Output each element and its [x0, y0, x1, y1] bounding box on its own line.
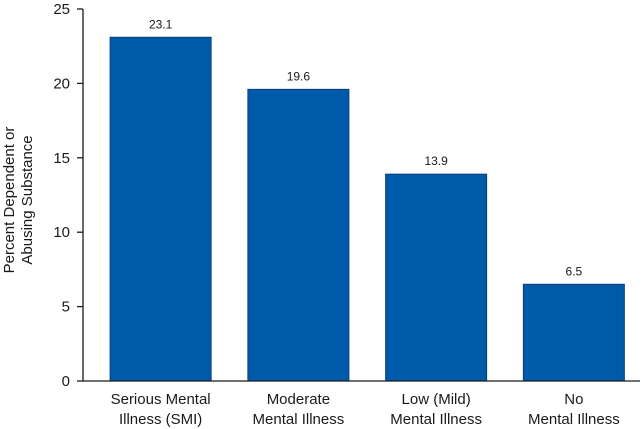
y-tick-label: 0	[62, 373, 70, 390]
y-axis-ticks: 0 5 10 15 20 25	[53, 1, 83, 390]
data-label: 13.9	[424, 154, 448, 168]
data-label: 23.1	[149, 17, 173, 31]
y-tick-label: 5	[62, 299, 70, 316]
data-label: 19.6	[287, 69, 311, 83]
y-axis-title: Percent Dependent or Abusing Substance	[1, 127, 36, 274]
bars	[109, 36, 625, 382]
category-label: Mental Illness	[390, 411, 482, 428]
category-label: Illness (SMI)	[119, 411, 202, 428]
y-tick-label: 20	[53, 75, 70, 92]
category-label: Mental Illness	[528, 411, 620, 428]
category-labels: Serious Mental Illness (SMI) Moderate Menta…	[111, 391, 620, 428]
category-label: Moderate	[267, 391, 330, 408]
category-label: Mental Illness	[253, 411, 345, 428]
data-labels: 23.1 19.6 13.9 6.5	[149, 17, 583, 278]
y-tick-label: 15	[53, 150, 70, 167]
y-tick-label: 25	[53, 1, 70, 18]
y-axis-title-line: Percent Dependent or	[1, 127, 18, 274]
bar	[109, 36, 212, 382]
y-tick-label: 10	[53, 224, 70, 241]
category-label: Serious Mental	[111, 391, 211, 408]
data-label: 6.5	[566, 264, 583, 278]
bar	[522, 283, 625, 382]
bar	[247, 88, 350, 382]
category-label: No	[564, 391, 583, 408]
bar	[385, 173, 488, 382]
y-axis-title-line: Abusing Substance	[19, 135, 36, 264]
category-label: Low (Mild)	[402, 391, 471, 408]
